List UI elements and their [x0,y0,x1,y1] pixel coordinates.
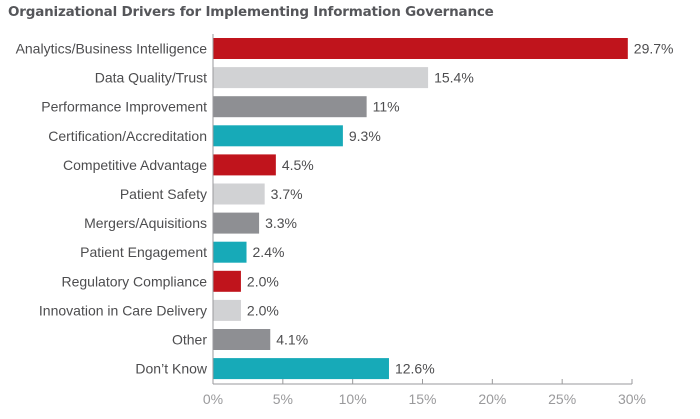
value-label: 4.5% [282,157,314,173]
x-tick-label: 0% [203,391,223,407]
value-label: 2.0% [247,302,279,318]
category-label: Competitive Advantage [63,157,207,173]
bar-2 [213,96,367,118]
bar-1 [213,67,429,89]
value-label: 12.6% [395,361,435,377]
value-label: 3.3% [265,215,297,231]
bar-7 [213,241,247,263]
value-label: 9.3% [349,128,381,144]
value-labels-group: 29.7% 15.4% 11% 9.3% 4.5% 3.7% 3.3% 2.4% 2.0% 2.0… [247,41,674,377]
category-labels-group: Analytics/Business Intelligence Data Qual… [16,41,208,377]
chart-title: Organizational Drivers for Implementing … [8,4,494,20]
category-label: Regulatory Compliance [61,273,207,289]
value-label: 29.7% [634,41,674,57]
category-label: Other [172,332,207,348]
bar-9 [213,299,241,321]
bar-10 [213,329,271,350]
value-label: 2.0% [247,273,279,289]
x-tick-label: 20% [478,391,506,407]
category-label: Mergers/Aquisitions [84,215,207,231]
value-label: 11% [373,99,400,115]
bar-3 [213,125,343,147]
x-axis: 0% 5% 10% 15% 20% 25% 30% [203,34,646,407]
value-label: 3.7% [271,186,303,202]
bar-4 [213,154,276,176]
bar-5 [213,183,265,205]
category-label: Analytics/Business Intelligence [16,41,208,57]
category-label: Patient Engagement [80,244,207,260]
value-label: 2.4% [253,244,285,260]
x-tick-label: 5% [273,391,293,407]
category-label: Don’t Know [135,361,207,377]
category-label: Innovation in Care Delivery [39,302,207,318]
bar-11 [213,358,389,380]
x-tick-label: 15% [408,391,436,407]
x-tick-label: 25% [548,391,576,407]
bar-6 [213,212,260,234]
x-tick-label: 30% [618,391,646,407]
category-label: Data Quality/Trust [95,70,207,86]
value-label: 15.4% [434,70,474,86]
category-label: Certification/Accreditation [48,128,207,144]
bar-0 [213,38,628,59]
category-label: Patient Safety [120,186,207,202]
bars-group [213,38,628,380]
x-tick-label: 10% [339,391,367,407]
category-label: Performance Improvement [41,99,207,115]
bar-8 [213,270,241,292]
value-label: 4.1% [276,332,308,348]
